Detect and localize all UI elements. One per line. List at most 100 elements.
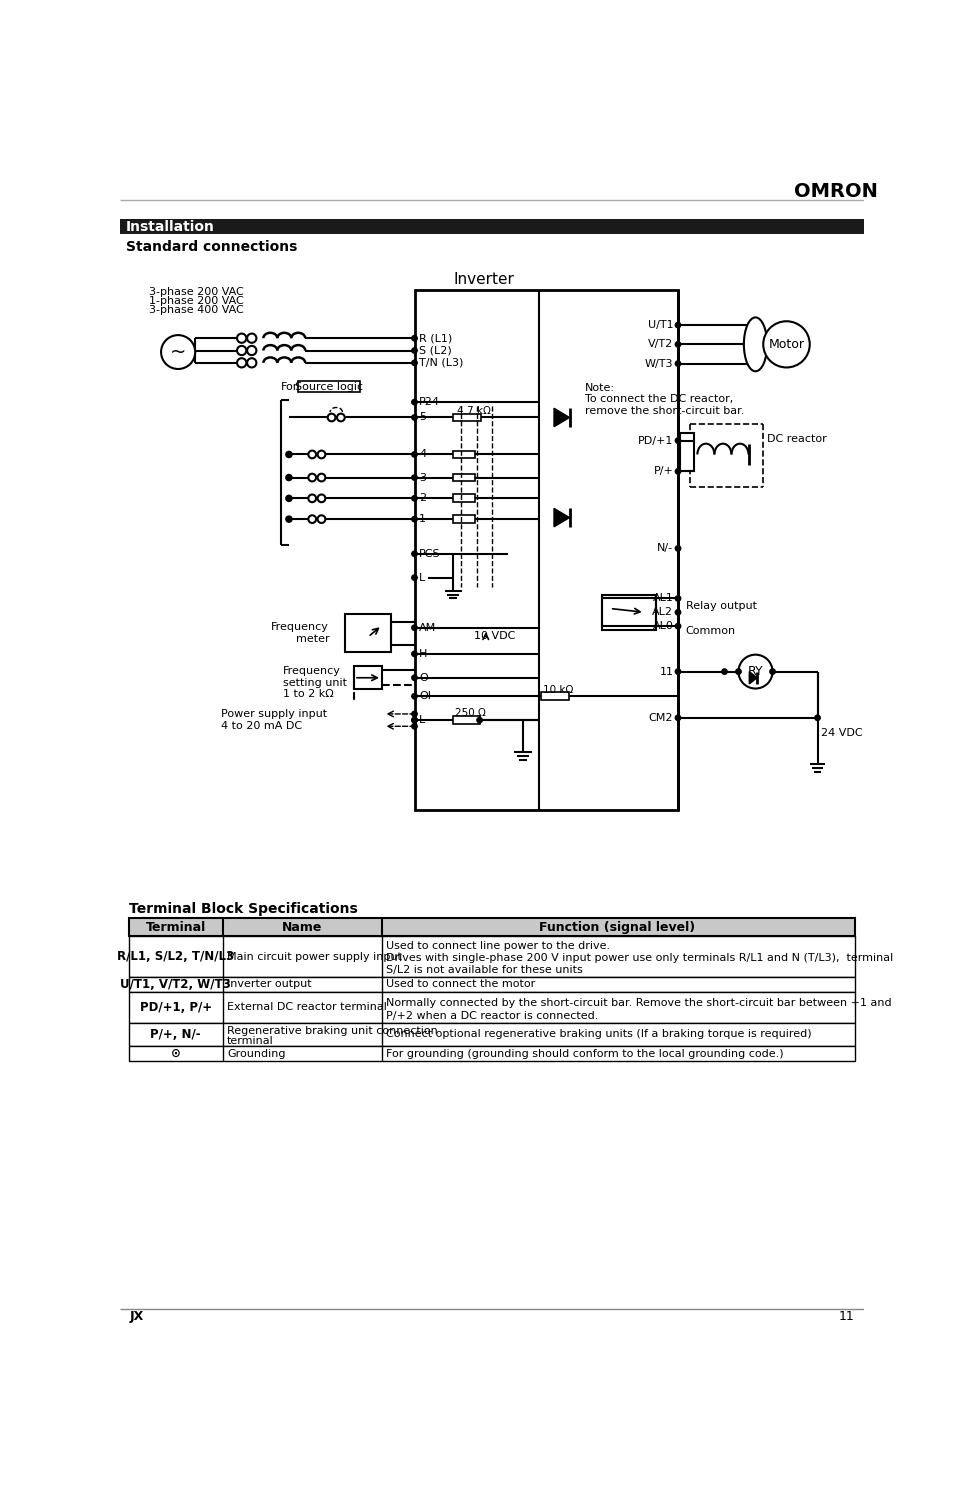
- Text: Inverter: Inverter: [453, 273, 515, 288]
- Text: 3: 3: [420, 472, 426, 483]
- Text: Regenerative braking unit connection: Regenerative braking unit connection: [227, 1025, 438, 1036]
- Text: 10 VDC: 10 VDC: [474, 632, 516, 641]
- Text: P/+, N/-: P/+, N/-: [151, 1028, 201, 1042]
- Circle shape: [412, 651, 418, 657]
- Text: 2: 2: [420, 493, 426, 504]
- Circle shape: [308, 495, 316, 502]
- Text: R/L1, S/L2, T/N/L3: R/L1, S/L2, T/N/L3: [117, 951, 234, 963]
- Bar: [540, 693, 568, 700]
- Text: L: L: [420, 715, 425, 726]
- Bar: [120, 219, 864, 234]
- Text: P/+2 when a DC reactor is connected.: P/+2 when a DC reactor is connected.: [386, 1012, 598, 1021]
- Text: DC reactor: DC reactor: [767, 434, 827, 444]
- Text: 5: 5: [420, 413, 426, 423]
- Circle shape: [412, 575, 418, 580]
- Bar: [130, 918, 854, 937]
- Text: U/T1, V/T2, W/T3: U/T1, V/T2, W/T3: [120, 977, 231, 991]
- Circle shape: [412, 717, 418, 723]
- Bar: [689, 423, 763, 487]
- Text: 1: 1: [420, 514, 426, 524]
- Text: 1-phase 200 VAC: 1-phase 200 VAC: [150, 297, 244, 307]
- Text: 3-phase 200 VAC: 3-phase 200 VAC: [150, 288, 244, 297]
- Circle shape: [412, 517, 418, 522]
- Circle shape: [412, 347, 418, 353]
- Circle shape: [412, 496, 418, 501]
- Text: OI: OI: [420, 691, 431, 702]
- Text: PCS: PCS: [420, 548, 441, 559]
- Circle shape: [675, 438, 681, 444]
- Text: Terminal: Terminal: [146, 921, 206, 934]
- Text: Power supply input
4 to 20 mA DC: Power supply input 4 to 20 mA DC: [221, 709, 326, 732]
- Text: 4: 4: [420, 450, 426, 459]
- Bar: [345, 614, 392, 653]
- Circle shape: [675, 623, 681, 629]
- Circle shape: [247, 346, 256, 355]
- Bar: [453, 450, 475, 459]
- Bar: [453, 474, 475, 481]
- Text: For: For: [281, 381, 299, 392]
- Text: L: L: [420, 572, 425, 583]
- Bar: [130, 992, 854, 1022]
- Text: AM: AM: [420, 623, 437, 633]
- Circle shape: [247, 358, 256, 368]
- Text: terminal: terminal: [227, 1036, 274, 1046]
- Text: 10 kΩ: 10 kΩ: [543, 685, 573, 694]
- Bar: [415, 291, 678, 811]
- Text: V/T2: V/T2: [648, 340, 673, 349]
- Circle shape: [318, 495, 325, 502]
- Circle shape: [738, 654, 773, 688]
- Circle shape: [412, 475, 418, 480]
- Text: Function (signal level): Function (signal level): [540, 921, 696, 934]
- Bar: [453, 516, 475, 523]
- Circle shape: [286, 495, 292, 502]
- Circle shape: [327, 414, 335, 422]
- Text: Name: Name: [282, 921, 323, 934]
- Circle shape: [318, 516, 325, 523]
- Text: AL1: AL1: [653, 593, 673, 603]
- Text: Installation: Installation: [126, 219, 215, 234]
- Circle shape: [412, 361, 418, 365]
- Text: S/L2 is not available for these units: S/L2 is not available for these units: [386, 966, 583, 976]
- Text: Source logic: Source logic: [295, 381, 363, 392]
- Circle shape: [412, 693, 418, 699]
- Circle shape: [675, 361, 681, 367]
- Text: Standard connections: Standard connections: [126, 240, 298, 253]
- Text: Drives with single-phase 200 V input power use only terminals R/L1 and N (T/L3),: Drives with single-phase 200 V input pow…: [386, 954, 893, 964]
- Circle shape: [237, 358, 247, 368]
- Text: OMRON: OMRON: [794, 182, 878, 201]
- Text: Frequency
setting unit
1 to 2 kΩ: Frequency setting unit 1 to 2 kΩ: [283, 666, 347, 699]
- Bar: [130, 1022, 854, 1046]
- Text: Relay output: Relay output: [685, 600, 756, 611]
- Text: 4.7 kΩ: 4.7 kΩ: [457, 407, 491, 416]
- Text: External DC reactor terminal: External DC reactor terminal: [227, 1003, 387, 1012]
- Circle shape: [412, 551, 418, 556]
- Polygon shape: [554, 408, 569, 426]
- Bar: [453, 717, 480, 724]
- Ellipse shape: [744, 317, 767, 371]
- Text: Grounding: Grounding: [227, 1049, 285, 1058]
- Circle shape: [675, 545, 681, 551]
- Circle shape: [675, 596, 681, 600]
- Bar: [130, 937, 854, 976]
- Text: Main circuit power supply input: Main circuit power supply input: [227, 952, 402, 961]
- Text: Used to connect the motor: Used to connect the motor: [386, 979, 535, 989]
- Circle shape: [477, 717, 482, 723]
- Circle shape: [286, 451, 292, 457]
- Text: ⊙: ⊙: [171, 1047, 180, 1059]
- Text: Used to connect line power to the drive.: Used to connect line power to the drive.: [386, 942, 610, 951]
- Circle shape: [675, 609, 681, 615]
- Circle shape: [770, 669, 776, 675]
- Text: 11: 11: [839, 1310, 854, 1323]
- Text: Motor: Motor: [769, 338, 804, 350]
- Circle shape: [237, 346, 247, 355]
- Text: For grounding (grounding should conform to the local grounding code.): For grounding (grounding should conform …: [386, 1049, 783, 1058]
- Text: P24: P24: [420, 398, 440, 407]
- Text: H: H: [420, 648, 427, 659]
- Circle shape: [308, 450, 316, 459]
- Circle shape: [675, 469, 681, 474]
- Circle shape: [815, 715, 820, 721]
- Text: JX: JX: [130, 1310, 144, 1323]
- Circle shape: [308, 474, 316, 481]
- Text: Frequency
meter: Frequency meter: [272, 623, 329, 644]
- Circle shape: [286, 516, 292, 522]
